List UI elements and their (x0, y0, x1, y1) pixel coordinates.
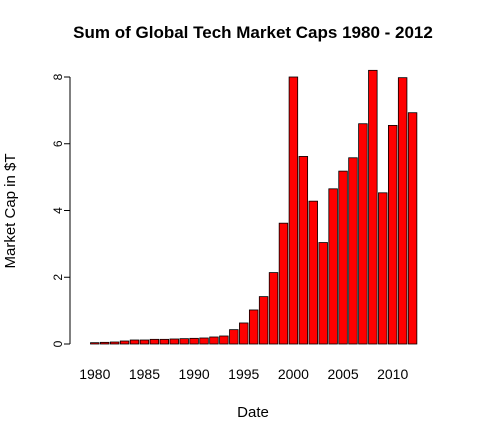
y-axis-label: Market Cap in $T (2, 153, 19, 268)
bar-2002 (308, 200, 318, 345)
x-tick-label: 2000 (278, 366, 309, 382)
bar-2000 (288, 76, 299, 345)
bar-1980 (90, 342, 100, 345)
y-tick-label: 6 (51, 140, 65, 147)
bar-1989 (179, 338, 189, 345)
x-tick-label: 1985 (129, 366, 160, 382)
bar-2001 (298, 156, 309, 345)
bar-2004 (328, 188, 338, 345)
bar-1995 (239, 322, 249, 345)
bar-2006 (348, 157, 358, 345)
bar-1994 (229, 329, 239, 345)
bar-1983 (119, 340, 130, 345)
bar-2010 (387, 124, 398, 345)
x-ticks: 1980 1985 1990 1995 2000 2005 2010 (79, 366, 408, 382)
bar-1992 (209, 336, 219, 345)
bar-1997 (258, 296, 269, 345)
bar-1981 (100, 341, 110, 345)
y-tick-label: 4 (51, 207, 65, 214)
bar-2009 (378, 192, 388, 345)
x-tick-label: 1995 (228, 366, 259, 382)
bar-1998 (268, 272, 279, 345)
bar-2003 (318, 242, 328, 345)
x-tick-label: 1990 (179, 366, 210, 382)
bar-1982 (109, 341, 120, 345)
bar-1993 (219, 335, 229, 345)
bar-1991 (199, 337, 209, 345)
bars (90, 69, 418, 345)
y-ticks: 0 2 4 6 8 (51, 73, 70, 347)
bar-2007 (358, 123, 368, 345)
bar-1996 (248, 309, 259, 345)
y-tick-label: 8 (51, 73, 65, 80)
bar-1988 (169, 338, 179, 345)
bar-1986 (149, 338, 160, 345)
y-tick-label: 2 (51, 274, 65, 281)
x-tick-label: 2010 (377, 366, 408, 382)
bar-2005 (338, 170, 348, 345)
bar-2011 (397, 77, 408, 345)
bar-1984 (129, 339, 140, 345)
bar-1987 (159, 338, 170, 345)
bar-2012 (407, 112, 418, 345)
y-tick-label: 0 (51, 340, 65, 347)
bar-1985 (139, 339, 150, 345)
x-tick-label: 1980 (79, 366, 110, 382)
bar-1990 (189, 337, 199, 345)
x-axis-label: Date (237, 404, 269, 421)
x-tick-label: 2005 (327, 366, 358, 382)
chart-title: Sum of Global Tech Market Caps 1980 - 20… (73, 23, 433, 42)
bar-2008 (368, 69, 378, 345)
bar-1999 (278, 222, 289, 345)
